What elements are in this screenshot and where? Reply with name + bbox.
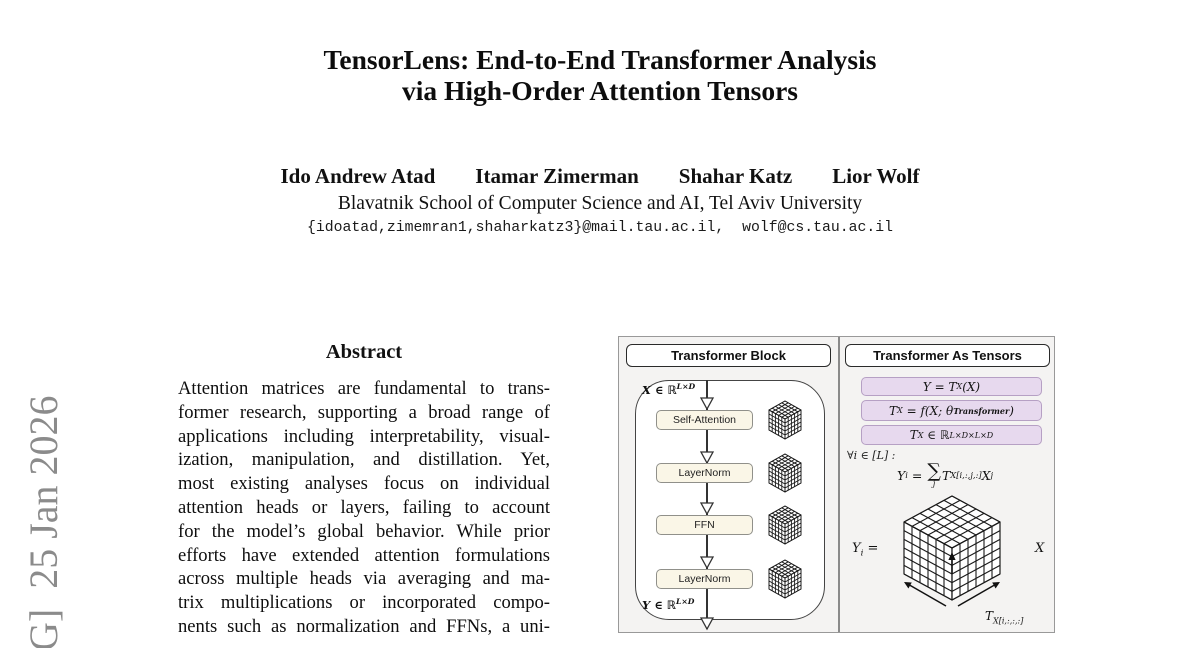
arxiv-watermark: G] 25 Jan 2026 (21, 395, 66, 648)
abstract-line: nents such as normalization and FFNs, a … (178, 615, 550, 637)
author-emails: {idoatad,zimemran1,shaharkatz3}@mail.tau… (306, 220, 894, 236)
abstract-line: ization, manipulation, and distillation.… (178, 449, 550, 471)
cube-bottom-label: TX[i,:,:,:] (985, 609, 1024, 626)
abstract-line: efforts have extended attention formulat… (178, 544, 550, 566)
abstract-line: attention heads or layers, failing to ac… (178, 496, 550, 518)
author-name: Ido Andrew Atad (280, 164, 436, 188)
ffn-block: FFN (656, 515, 753, 535)
cube-right-label: X (1035, 541, 1045, 556)
author-list: Ido Andrew Atad Itamar Zimerman Shahar K… (0, 164, 1200, 189)
abstract-line: applications including interpretability,… (178, 425, 550, 447)
tensor-cube-icon (766, 504, 804, 552)
abstract-line: former research, supporting a broad rang… (178, 401, 550, 423)
self-attention-block: Self-Attention (656, 410, 753, 430)
layernorm-block: LayerNorm (656, 463, 753, 483)
abstract-line: Attention matrices are fundamental to tr… (178, 378, 550, 399)
tensor-cube-icon (766, 452, 804, 500)
left-panel-header: Transformer Block (626, 344, 831, 367)
figure-1: Transformer Block Transformer As Tensors… (618, 336, 1055, 633)
author-name: Shahar Katz (678, 164, 793, 188)
abstract-heading: Abstract (325, 341, 403, 363)
paper-title: TensorLens: End-to-End Transformer Analy… (0, 44, 1200, 106)
input-tensor-label: X ∈ ℝL×D (642, 382, 696, 397)
cube-left-label: Yi = (852, 541, 879, 559)
tensor-cube-large-icon (896, 493, 1008, 618)
title-line-2: via High-Order Attention Tensors (402, 75, 798, 106)
right-panel-header: Transformer As Tensors (845, 344, 1050, 367)
tensor-cube-icon (766, 558, 804, 606)
abstract-line: trix multiplications or incorporated com… (178, 592, 550, 614)
output-tensor-label: Y ∈ ℝL×D (642, 597, 695, 612)
tensor-cube-icon (766, 399, 804, 447)
author-name: Lior Wolf (832, 164, 920, 188)
sigma-icon: ∑ j (927, 460, 941, 488)
title-line-1: TensorLens: End-to-End Transformer Analy… (323, 44, 877, 75)
abstract-section: Abstract Attention matrices are fundamen… (178, 341, 550, 639)
panel-divider (838, 337, 840, 632)
affiliation: Blavatnik School of Computer Science and… (337, 193, 863, 214)
abstract-line: most existing analyses focus on individu… (178, 473, 550, 495)
abstract-line: across multiple heads via averaging and … (178, 568, 550, 590)
abstract-line: for the model’s global behavior. While p… (178, 520, 550, 542)
layernorm-block: LayerNorm (656, 569, 753, 589)
author-name: Itamar Zimerman (475, 164, 639, 188)
formula-y-equals-tx: Y = T X (X) (861, 377, 1042, 396)
forall-statement: ∀i ∈ [L] : (847, 449, 896, 462)
